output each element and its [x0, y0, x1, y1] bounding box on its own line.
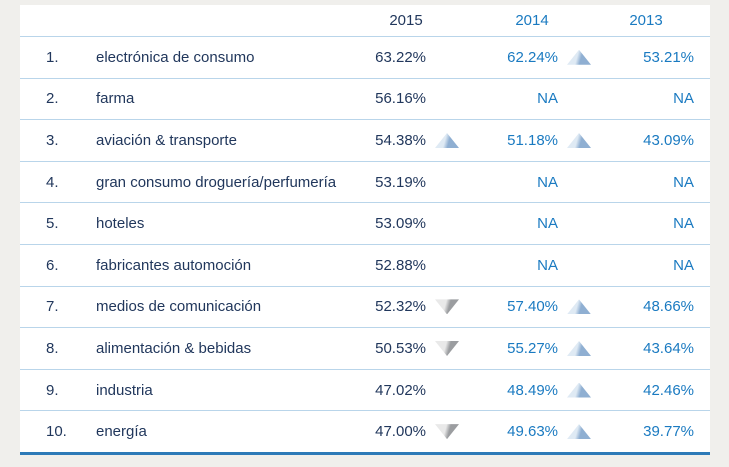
sector-label: farma: [96, 90, 135, 108]
rank-label: 9.: [46, 381, 59, 399]
trend-slot-2015: [426, 37, 466, 78]
value-2014: 48.49%: [507, 381, 558, 399]
rank-label: 10.: [46, 423, 67, 441]
trend-slot-2014: [558, 287, 598, 328]
table-row: 9. industria 47.02% 48.49% 42.46%: [20, 368, 710, 411]
table-row: 2. farma 56.16% NA NA: [20, 77, 710, 120]
value-2013: NA: [673, 173, 694, 191]
column-header-2013: 2013: [629, 12, 663, 29]
trend-slot-2014: [558, 120, 598, 161]
sector-label: fabricantes automoción: [96, 256, 252, 274]
table-body: 1. electrónica de consumo 63.22% 62.24% 53.2…: [20, 36, 710, 452]
rank-label: 8.: [46, 339, 59, 357]
value-2015: 54.38%: [375, 131, 426, 149]
column-header-2014: 2014: [515, 12, 549, 29]
value-2014: NA: [537, 173, 558, 191]
trend-slot-2014: [558, 370, 598, 411]
trend-slot-2015: [426, 370, 466, 411]
trend-up-icon: [567, 132, 591, 148]
rank-label: 6.: [46, 256, 59, 274]
sector-label: energía: [96, 423, 147, 441]
value-2014: 55.27%: [507, 339, 558, 357]
value-2013: 39.77%: [643, 423, 694, 441]
trend-up-icon: [435, 132, 459, 148]
sector-label: gran consumo droguería/perfumería: [96, 173, 337, 191]
value-2015: 53.19%: [375, 173, 426, 191]
value-2014: 51.18%: [507, 131, 558, 149]
column-header-2015: 2015: [389, 12, 423, 29]
value-2015: 50.53%: [375, 339, 426, 357]
trend-slot-2014: [558, 79, 598, 120]
trend-slot-2014: [558, 411, 598, 452]
value-2014: NA: [537, 215, 558, 233]
trend-slot-2014: [558, 162, 598, 203]
value-2013: NA: [673, 90, 694, 108]
value-2015: 47.00%: [375, 423, 426, 441]
value-2015: 52.32%: [375, 298, 426, 316]
sector-label: electrónica de consumo: [96, 48, 255, 66]
value-2013: 42.46%: [643, 381, 694, 399]
value-2013: 48.66%: [643, 298, 694, 316]
table-row: 3. aviación & transporte 54.38% 51.18% 43.09…: [20, 119, 710, 161]
trend-up-icon: [567, 424, 591, 440]
sector-label: medios de comunicación: [96, 298, 262, 316]
trend-slot-2015: [426, 203, 466, 244]
trend-down-icon: [435, 340, 459, 356]
value-2014: 57.40%: [507, 298, 558, 316]
trend-up-icon: [567, 49, 591, 65]
table-header-row: 2015 2014 2013: [20, 5, 710, 36]
value-2013: NA: [673, 256, 694, 274]
table-row: 4. gran consumo droguería/perfumería 53.19…: [20, 160, 710, 203]
trend-slot-2015: [426, 245, 466, 286]
trend-slot-2015: [426, 120, 466, 161]
value-2014: 62.24%: [507, 48, 558, 66]
rank-label: 5.: [46, 215, 59, 233]
sector-label: alimentación & bebidas: [96, 339, 252, 357]
value-2013: 53.21%: [643, 48, 694, 66]
rank-label: 4.: [46, 173, 59, 191]
value-2013: 43.64%: [643, 339, 694, 357]
trend-slot-2015: [426, 411, 466, 452]
trend-up-icon: [567, 382, 591, 398]
value-2015: 53.09%: [375, 215, 426, 233]
trend-slot-2014: [558, 37, 598, 78]
trend-slot-2015: [426, 79, 466, 120]
sector-label: hoteles: [96, 215, 145, 233]
table-row: 7. medios de comunicación 52.32% 57.40% 48.6…: [20, 285, 710, 328]
value-2015: 56.16%: [375, 90, 426, 108]
value-2014: NA: [537, 90, 558, 108]
trend-slot-2015: [426, 287, 466, 328]
sector-label: aviación & transporte: [96, 131, 237, 149]
trend-up-icon: [567, 340, 591, 356]
rank-label: 1.: [46, 48, 59, 66]
trend-slot-2014: [558, 203, 598, 244]
table-row: 1. electrónica de consumo 63.22% 62.24% 53.2…: [20, 36, 710, 78]
trend-down-icon: [435, 424, 459, 440]
trend-slot-2015: [426, 162, 466, 203]
value-2015: 52.88%: [375, 256, 426, 274]
rank-label: 7.: [46, 298, 59, 316]
sector-ranking-table: 2015 2014 2013 1. electrónica de consumo 6…: [20, 5, 710, 455]
trend-slot-2014: [558, 328, 598, 369]
value-2013: 43.09%: [643, 131, 694, 149]
rank-label: 2.: [46, 90, 59, 108]
value-2014: 49.63%: [507, 423, 558, 441]
trend-slot-2014: [558, 245, 598, 286]
table-row: 5. hoteles 53.09% NA NA: [20, 202, 710, 244]
value-2014: NA: [537, 256, 558, 274]
sector-label: industria: [96, 381, 153, 399]
value-2015: 47.02%: [375, 381, 426, 399]
table-row: 8. alimentación & bebidas 50.53% 55.27% 43.6…: [20, 327, 710, 369]
value-2013: NA: [673, 215, 694, 233]
table-row: 10. energía 47.00% 49.63% 39.77%: [20, 410, 710, 452]
trend-down-icon: [435, 299, 459, 315]
rank-label: 3.: [46, 131, 59, 149]
value-2015: 63.22%: [375, 48, 426, 66]
trend-up-icon: [567, 299, 591, 315]
trend-slot-2015: [426, 328, 466, 369]
table-row: 6. fabricantes automoción 52.88% NA NA: [20, 243, 710, 286]
